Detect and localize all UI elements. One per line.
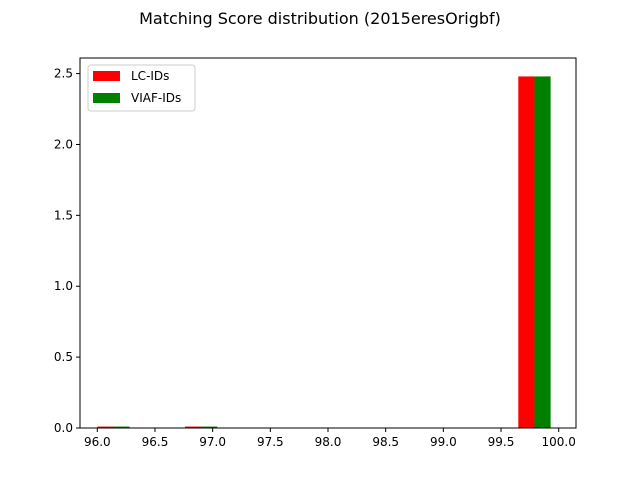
y-tick-label: 1.5: [54, 208, 73, 222]
x-tick-label: 99.5: [488, 435, 515, 449]
x-tick-label: 100.0: [542, 435, 576, 449]
x-axis: 96.0 96.5 97.0 97.5 98.0 98.5 99.0 99.5 100.0: [84, 428, 576, 449]
x-tick-label: 96.0: [84, 435, 111, 449]
legend-label-lc-ids: LC-IDs: [131, 69, 169, 83]
y-tick-label: 0.5: [54, 350, 73, 364]
x-tick-label: 97.0: [199, 435, 226, 449]
bar-viaf-ids-0: [113, 426, 130, 428]
x-tick-label: 97.5: [257, 435, 284, 449]
legend: LC-IDs VIAF-IDs: [87, 64, 196, 112]
y-tick-label: 1.0: [54, 279, 73, 293]
legend-swatch-viaf-ids: [93, 93, 120, 103]
x-tick-label: 96.5: [142, 435, 169, 449]
y-tick-label: 0.0: [54, 421, 73, 435]
bar-lc-ids-2: [518, 76, 535, 429]
bar-lc-ids-0: [97, 426, 114, 428]
x-tick-label: 99.0: [430, 435, 457, 449]
bar-viaf-ids-1: [201, 426, 218, 428]
legend-swatch-lc-ids: [93, 71, 120, 81]
x-tick-label: 98.0: [315, 435, 342, 449]
legend-label-viaf-ids: VIAF-IDs: [131, 91, 181, 105]
y-tick-label: 2.0: [54, 137, 73, 151]
chart-title: Matching Score distribution (2015eresOri…: [139, 9, 501, 28]
x-tick-label: 98.5: [372, 435, 399, 449]
bar-lc-ids-1: [184, 426, 202, 428]
bar-viaf-ids-2: [534, 76, 551, 429]
y-axis: 0.0 0.5 1.0 1.5 2.0 2.5: [54, 67, 80, 435]
bars-layer: [97, 76, 551, 429]
y-tick-label: 2.5: [54, 67, 73, 81]
